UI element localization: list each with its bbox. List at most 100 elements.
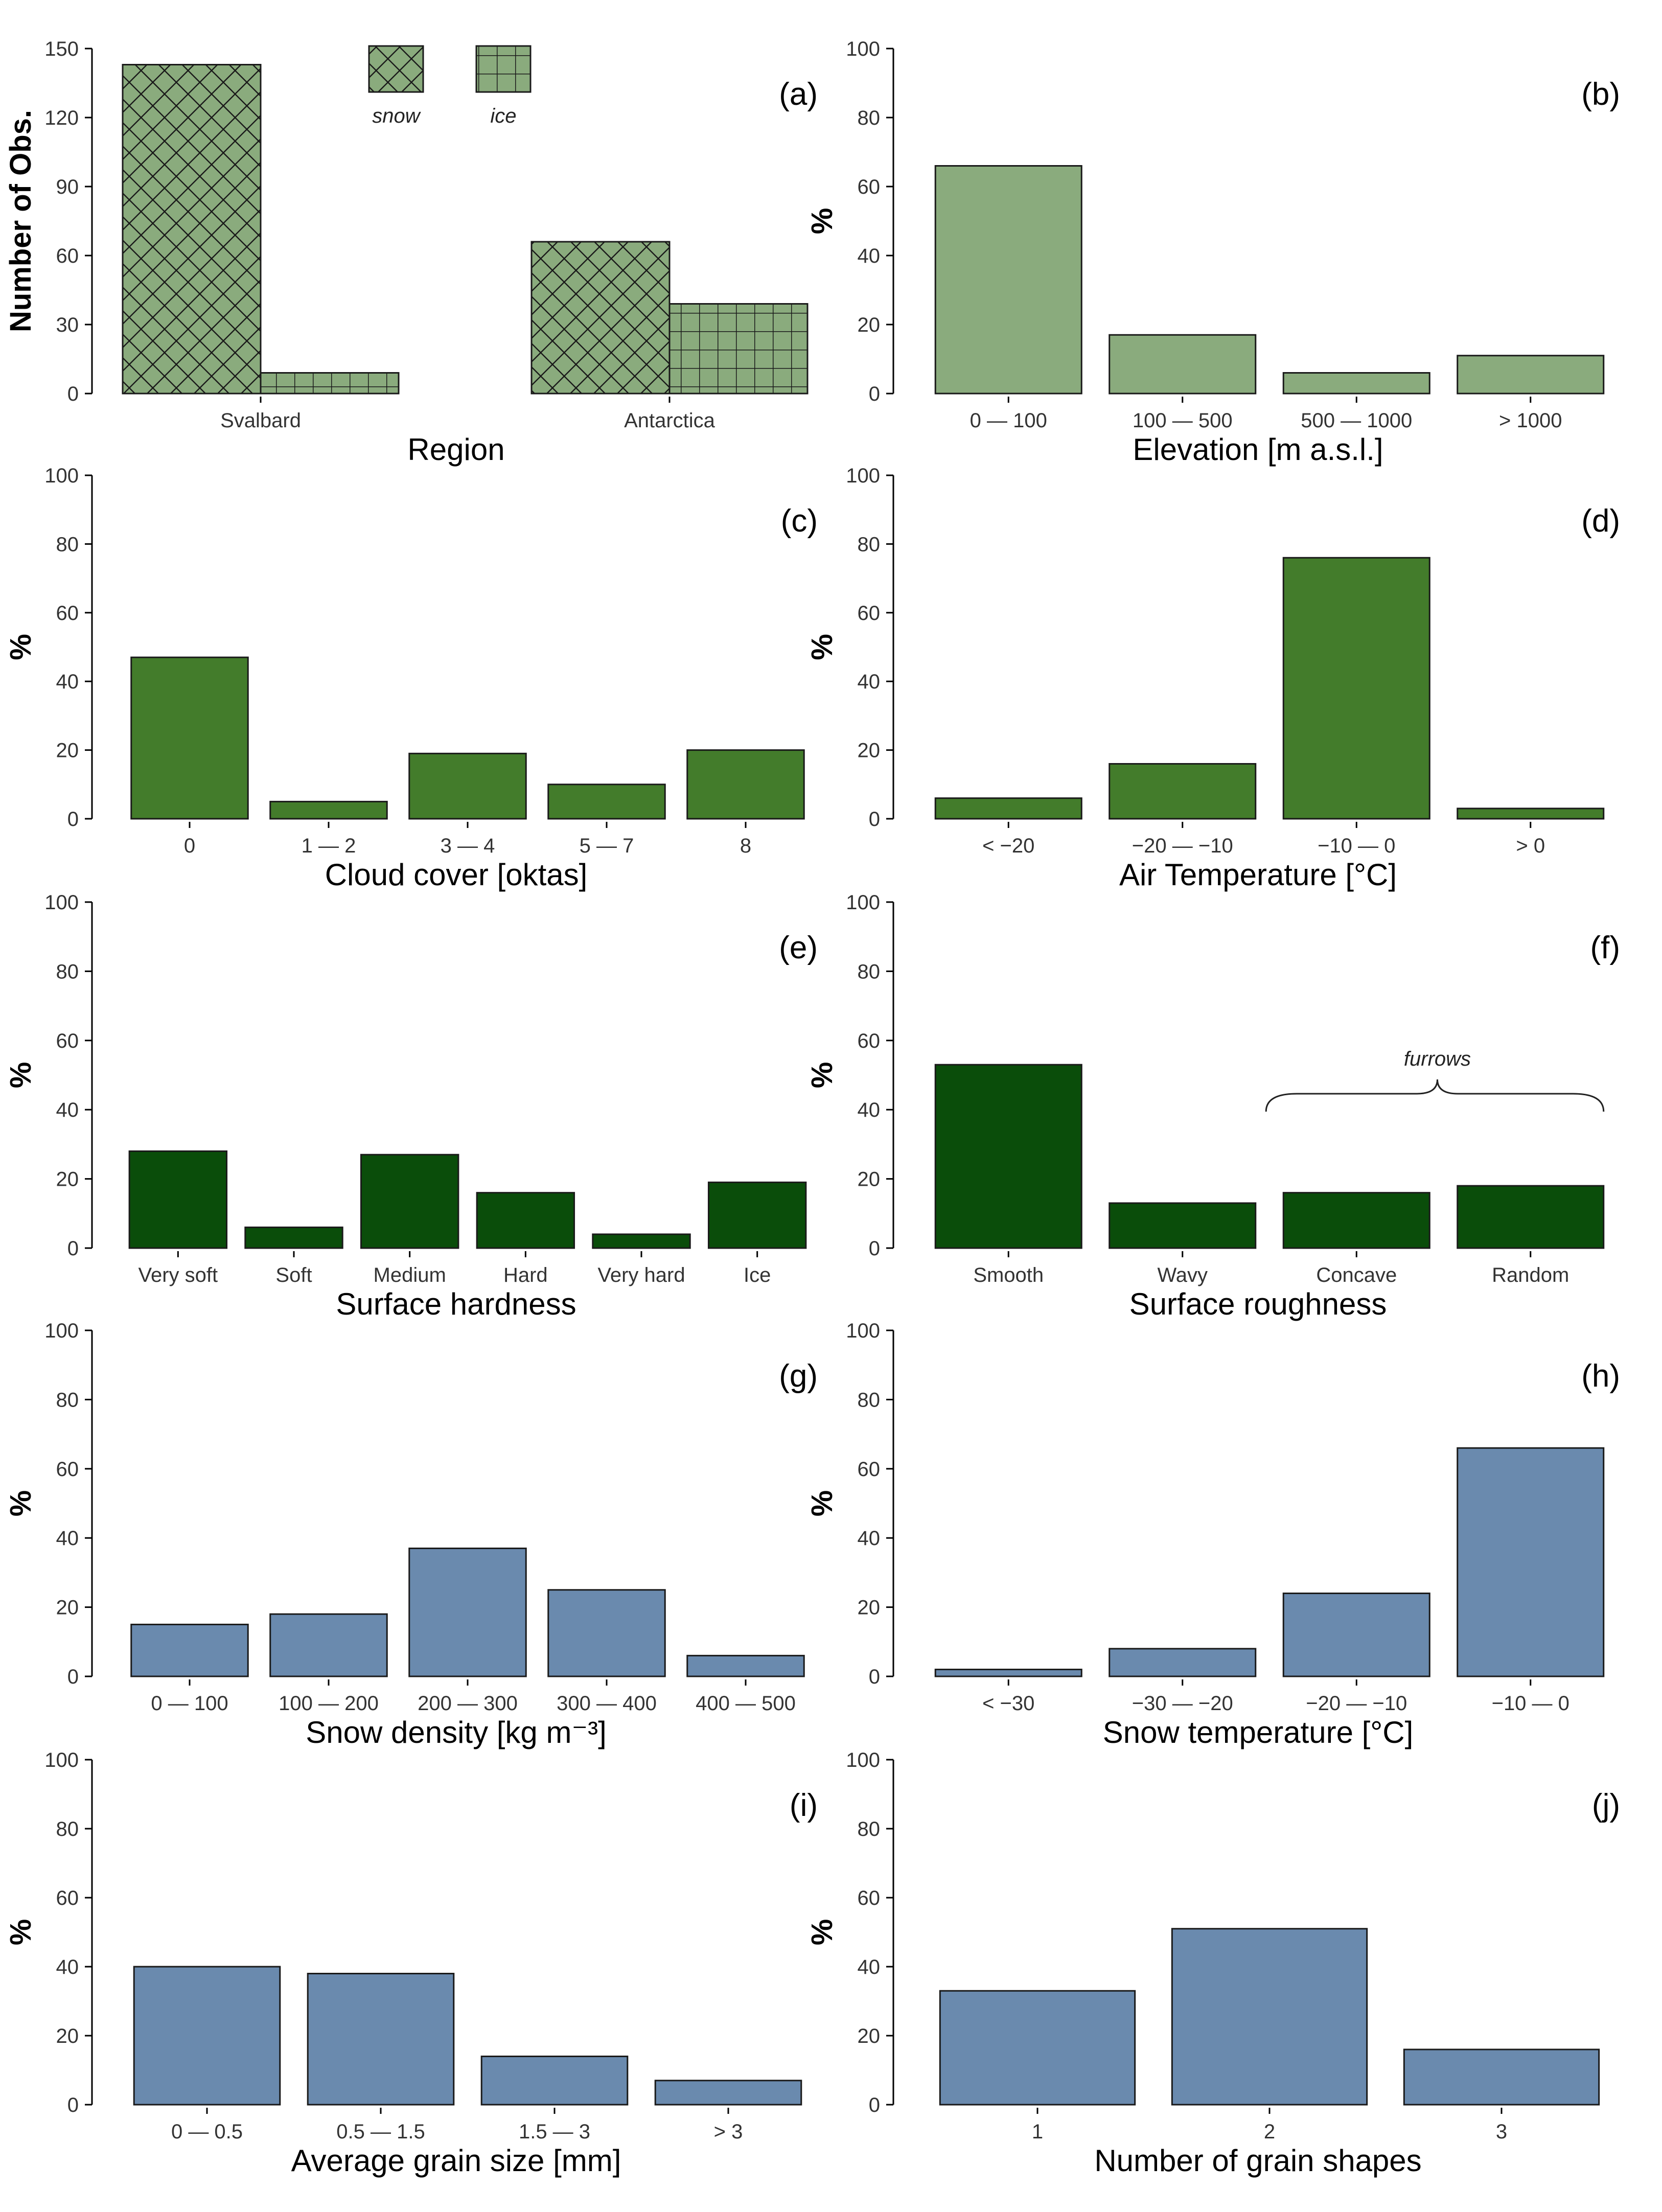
y-tick-label-f-60: 60 (858, 1030, 881, 1052)
bar-h-2 (1282, 1593, 1430, 1677)
bar-b-0 (934, 165, 1082, 395)
legend-label-snow: snow (372, 105, 421, 127)
panel-tag-c: (c) (781, 503, 818, 539)
bar-g-0 (130, 1623, 249, 1677)
y-tick-label-h-20: 20 (858, 1597, 881, 1619)
y-axis-label-d: % (805, 634, 839, 660)
x-tick-label-f-1: Wavy (1157, 1264, 1208, 1286)
x-tick-label-c-3: 5 — 7 (580, 835, 634, 857)
y-tick-label-d-80: 80 (858, 533, 881, 556)
y-tick-label-d-60: 60 (858, 602, 881, 625)
x-axis-label-j: Number of grain shapes (1094, 2144, 1421, 2178)
x-tick-label-e-2: Medium (374, 1264, 446, 1286)
bar-i-3 (654, 2080, 802, 2106)
y-tick-label-a-0: 0 (67, 383, 79, 405)
furrows-brace (1265, 1079, 1605, 1112)
x-tick-label-f-3: Random (1492, 1264, 1569, 1286)
panel-tag-a: (a) (779, 77, 818, 112)
bar-f-3 (1457, 1185, 1605, 1249)
y-tick-label-e-0: 0 (67, 1237, 79, 1260)
panel-tag-e: (e) (779, 930, 818, 965)
y-tick-label-i-20: 20 (56, 2025, 79, 2047)
bar-b-2 (1282, 372, 1430, 395)
y-tick-label-d-100: 100 (846, 465, 880, 487)
x-tick-label-c-2: 3 — 4 (441, 835, 495, 857)
y-tick-label-c-20: 20 (56, 740, 79, 762)
bar-a-snow-0 (122, 64, 262, 395)
y-tick-label-j-20: 20 (858, 2025, 881, 2047)
y-tick-label-a-90: 90 (56, 176, 79, 198)
y-tick-label-g-40: 40 (56, 1527, 79, 1550)
y-tick-label-a-30: 30 (56, 314, 79, 336)
y-tick-label-f-0: 0 (869, 1237, 880, 1260)
y-tick-label-g-0: 0 (67, 1666, 79, 1688)
y-tick-label-b-0: 0 (869, 383, 880, 405)
x-tick-label-e-0: Very soft (138, 1264, 218, 1286)
y-tick-label-e-80: 80 (56, 960, 79, 983)
x-tick-label-e-3: Hard (503, 1264, 548, 1286)
bar-e-0 (128, 1150, 228, 1249)
x-tick-label-g-0: 0 — 100 (151, 1692, 228, 1715)
bar-d-1 (1109, 763, 1257, 820)
x-tick-label-d-2: −10 — 0 (1318, 835, 1395, 857)
y-tick-label-e-60: 60 (56, 1030, 79, 1052)
bar-j-1 (1171, 1928, 1368, 2106)
y-tick-label-f-20: 20 (858, 1168, 881, 1191)
y-tick-label-d-20: 20 (858, 740, 881, 762)
panel-tag-f: (f) (1590, 930, 1620, 965)
x-tick-label-h-2: −20 — −10 (1306, 1692, 1407, 1715)
legend-swatch-snow (368, 45, 424, 93)
y-tick-label-i-60: 60 (56, 1887, 79, 1909)
x-tick-label-b-1: 100 — 500 (1133, 409, 1233, 432)
y-tick-label-b-80: 80 (858, 107, 881, 129)
bar-h-0 (934, 1668, 1082, 1677)
bar-g-3 (547, 1589, 666, 1677)
x-tick-label-b-0: 0 — 100 (970, 409, 1047, 432)
bar-d-3 (1457, 808, 1605, 820)
bar-h-3 (1457, 1447, 1605, 1677)
bar-e-5 (707, 1181, 807, 1249)
x-tick-label-b-3: > 1000 (1499, 409, 1562, 432)
y-tick-label-a-150: 150 (44, 38, 79, 60)
x-tick-label-j-1: 2 (1264, 2121, 1275, 2143)
x-tick-label-c-0: 0 (184, 835, 195, 857)
y-axis-label-h: % (805, 1490, 839, 1517)
x-tick-label-i-2: 1.5 — 3 (519, 2121, 590, 2143)
y-tick-label-f-80: 80 (858, 960, 881, 983)
y-tick-label-b-60: 60 (858, 176, 881, 198)
x-tick-label-e-1: Soft (275, 1264, 312, 1286)
bar-c-1 (269, 800, 388, 820)
y-tick-label-c-60: 60 (56, 602, 79, 625)
y-tick-label-g-20: 20 (56, 1597, 79, 1619)
panel-tag-i: (i) (790, 1788, 818, 1823)
bar-i-1 (307, 1973, 455, 2106)
y-tick-label-h-40: 40 (858, 1527, 881, 1550)
legend-label-ice: ice (490, 105, 516, 127)
x-axis-label-b: Elevation [m a.s.l.] (1133, 432, 1383, 467)
panel-tag-h: (h) (1581, 1358, 1620, 1394)
x-tick-label-g-3: 300 — 400 (557, 1692, 657, 1715)
x-tick-label-i-0: 0 — 0.5 (171, 2121, 243, 2143)
y-tick-label-b-100: 100 (846, 38, 880, 60)
y-tick-label-c-100: 100 (44, 465, 79, 487)
x-axis-label-e: Surface hardness (336, 1287, 576, 1321)
x-axis-label-a: Region (407, 432, 504, 467)
bar-b-3 (1457, 355, 1605, 395)
bar-e-4 (592, 1233, 691, 1249)
panel-tag-d: (d) (1581, 503, 1620, 539)
y-tick-label-e-20: 20 (56, 1168, 79, 1191)
x-tick-label-d-0: < −20 (982, 835, 1034, 857)
y-tick-label-i-40: 40 (56, 1956, 79, 1978)
x-tick-label-c-1: 1 — 2 (302, 835, 356, 857)
y-tick-label-c-0: 0 (67, 808, 79, 831)
x-tick-label-f-2: Concave (1316, 1264, 1397, 1286)
x-tick-label-e-5: Ice (744, 1264, 771, 1286)
bar-i-2 (480, 2056, 629, 2106)
y-tick-label-b-20: 20 (858, 314, 881, 336)
x-tick-label-a-1: Antarctica (624, 409, 715, 432)
y-tick-label-e-100: 100 (44, 891, 79, 914)
y-tick-label-h-80: 80 (858, 1389, 881, 1411)
panel-tag-b: (b) (1581, 77, 1620, 112)
y-tick-label-i-80: 80 (56, 1818, 79, 1840)
